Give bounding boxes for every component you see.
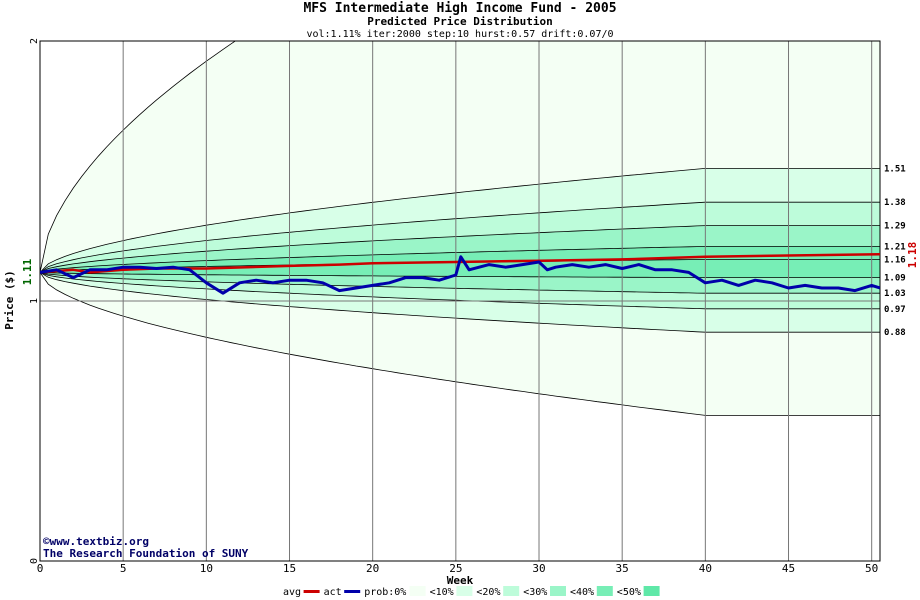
credit-line-1: ©www.textbiz.org: [43, 535, 149, 548]
legend-swatch: [643, 586, 660, 596]
chart-title: MFS Intermediate High Income Fund - 2005: [303, 1, 616, 16]
y-tick-label: 2: [29, 38, 40, 44]
band-boundary-line: [40, 272, 880, 310]
plot-frame: [39, 40, 881, 562]
band-end-label: 1.03: [884, 289, 906, 299]
start-price-label: 1.11: [21, 258, 34, 285]
legend-swatch: [409, 586, 426, 596]
x-tick-label: 20: [366, 562, 379, 575]
x-tick-label: 0: [37, 562, 44, 575]
band-end-labels: 1.51 1.38 1.29 1.21 1.16 1.09 1.03 0.97 0.88: [884, 164, 906, 338]
y-tick-label: 0: [29, 558, 40, 564]
legend-swatch: [344, 590, 361, 593]
x-tick-label: 45: [782, 562, 795, 575]
band-boundary-line: [40, 41, 237, 273]
x-axis-label: Week: [447, 574, 474, 587]
legend-label: <40%: [570, 587, 594, 598]
series-line-act: [40, 255, 880, 295]
y-axis-ticks: 0 1 2: [29, 38, 40, 564]
legend-swatch: [503, 586, 520, 596]
legend: avg act prob:0% <10% <20% <30% <40% <50%: [283, 586, 660, 598]
x-tick-label: 30: [532, 562, 545, 575]
legend-swatch: [456, 586, 473, 596]
legend-label: prob:0%: [364, 587, 406, 598]
band-boundary-line: [40, 272, 880, 278]
y-axis-label: Price ($): [3, 270, 16, 330]
band-boundary-line: [40, 272, 880, 333]
legend-label: <20%: [476, 587, 500, 598]
y-tick-label: 1: [29, 298, 40, 304]
band-end-label: 1.38: [884, 198, 906, 208]
legend-label: <10%: [430, 587, 454, 598]
legend-swatch: [303, 590, 320, 593]
x-tick-label: 10: [200, 562, 213, 575]
x-tick-label: 50: [865, 562, 878, 575]
x-axis-ticks: 0 5 10 15 20 25 30 35 40 45 50: [37, 562, 879, 575]
legend-swatch: [596, 586, 613, 596]
band-boundary-line: [40, 225, 880, 273]
band-boundary-line: [40, 272, 880, 416]
last-actual-label: 1.18: [906, 242, 919, 269]
band-boundary-line: [40, 201, 880, 273]
band-end-label: 0.88: [884, 328, 906, 338]
x-tick-label: 15: [283, 562, 296, 575]
x-tick-label: 40: [699, 562, 712, 575]
band-end-label: 1.51: [884, 164, 906, 174]
band-boundary-line: [40, 272, 880, 294]
series-line-avg: [40, 252, 880, 274]
band-boundary-line: [40, 246, 880, 273]
series-lines: [40, 252, 880, 295]
x-tick-label: 35: [616, 562, 629, 575]
legend-label: <30%: [523, 587, 547, 598]
band-end-label: 1.16: [884, 255, 906, 265]
legend-label: avg: [283, 587, 301, 598]
legend-swatch: [550, 586, 566, 596]
chart-params: vol:1.11% iter:2000 step:10 hurst:0.57 d…: [306, 29, 613, 40]
band-end-label: 0.97: [884, 305, 906, 315]
legend-label: <50%: [617, 587, 641, 598]
chart-subtitle: Predicted Price Distribution: [367, 15, 552, 28]
grid-lines: [39, 40, 881, 562]
band-boundary-line: [40, 168, 880, 273]
credit-line-2: The Research Foundation of SUNY: [43, 547, 249, 560]
band-end-label: 1.21: [884, 242, 906, 252]
x-tick-label: 5: [120, 562, 127, 575]
band-end-label: 1.29: [884, 222, 906, 232]
x-tick-label: 25: [449, 562, 462, 575]
legend-label: act: [324, 587, 342, 598]
band-end-label: 1.09: [884, 274, 906, 284]
